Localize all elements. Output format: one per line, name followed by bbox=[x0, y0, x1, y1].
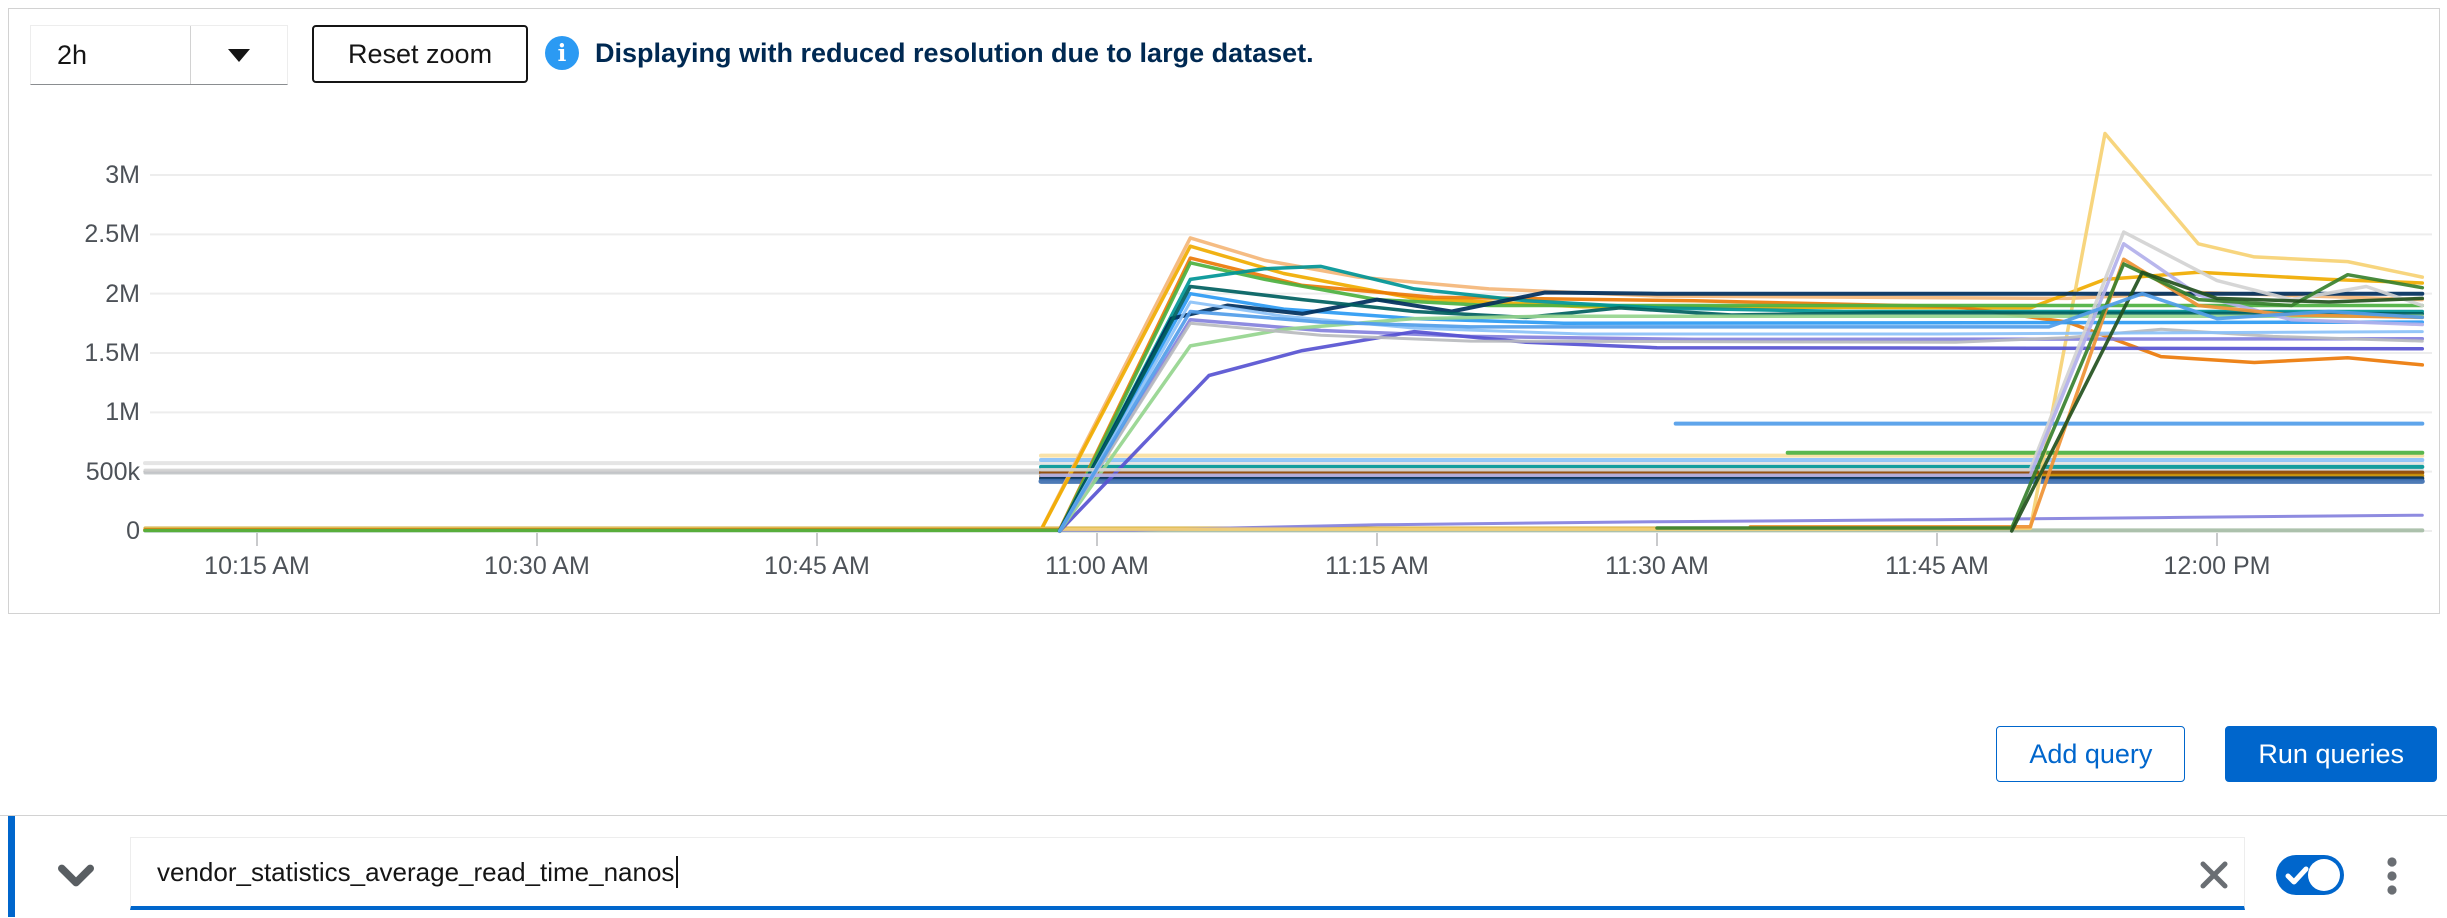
kebab-icon bbox=[2387, 857, 2397, 895]
kebab-menu-button[interactable] bbox=[2372, 852, 2412, 900]
close-icon bbox=[2200, 861, 2228, 889]
info-icon: i bbox=[545, 36, 579, 70]
caret-down-icon bbox=[190, 26, 287, 84]
query-expression-input[interactable]: vendor_statistics_average_read_time_nano… bbox=[130, 837, 2245, 910]
add-query-button[interactable]: Add query bbox=[1996, 726, 2186, 782]
clear-query-button[interactable] bbox=[2196, 858, 2232, 894]
query-enabled-toggle[interactable] bbox=[2276, 855, 2344, 895]
check-icon bbox=[2285, 866, 2309, 885]
run-queries-button[interactable]: Run queries bbox=[2225, 726, 2437, 782]
toggle-knob bbox=[2308, 859, 2340, 891]
time-range-select[interactable]: 2h bbox=[30, 25, 288, 85]
reduced-resolution-alert: i Displaying with reduced resolution due… bbox=[545, 36, 1314, 70]
chevron-down-icon bbox=[58, 864, 94, 887]
text-cursor bbox=[676, 856, 679, 888]
time-range-value: 2h bbox=[57, 39, 88, 70]
query-expression-text: vendor_statistics_average_read_time_nano… bbox=[157, 856, 675, 887]
query-row-accent-bar bbox=[8, 816, 15, 917]
reset-zoom-button[interactable]: Reset zoom bbox=[312, 25, 529, 83]
info-message: Displaying with reduced resolution due t… bbox=[595, 37, 1314, 68]
query-expand-toggle[interactable] bbox=[52, 852, 100, 900]
query-actions: Add query Run queries bbox=[0, 726, 2437, 782]
metrics-chart-panel bbox=[8, 8, 2440, 614]
